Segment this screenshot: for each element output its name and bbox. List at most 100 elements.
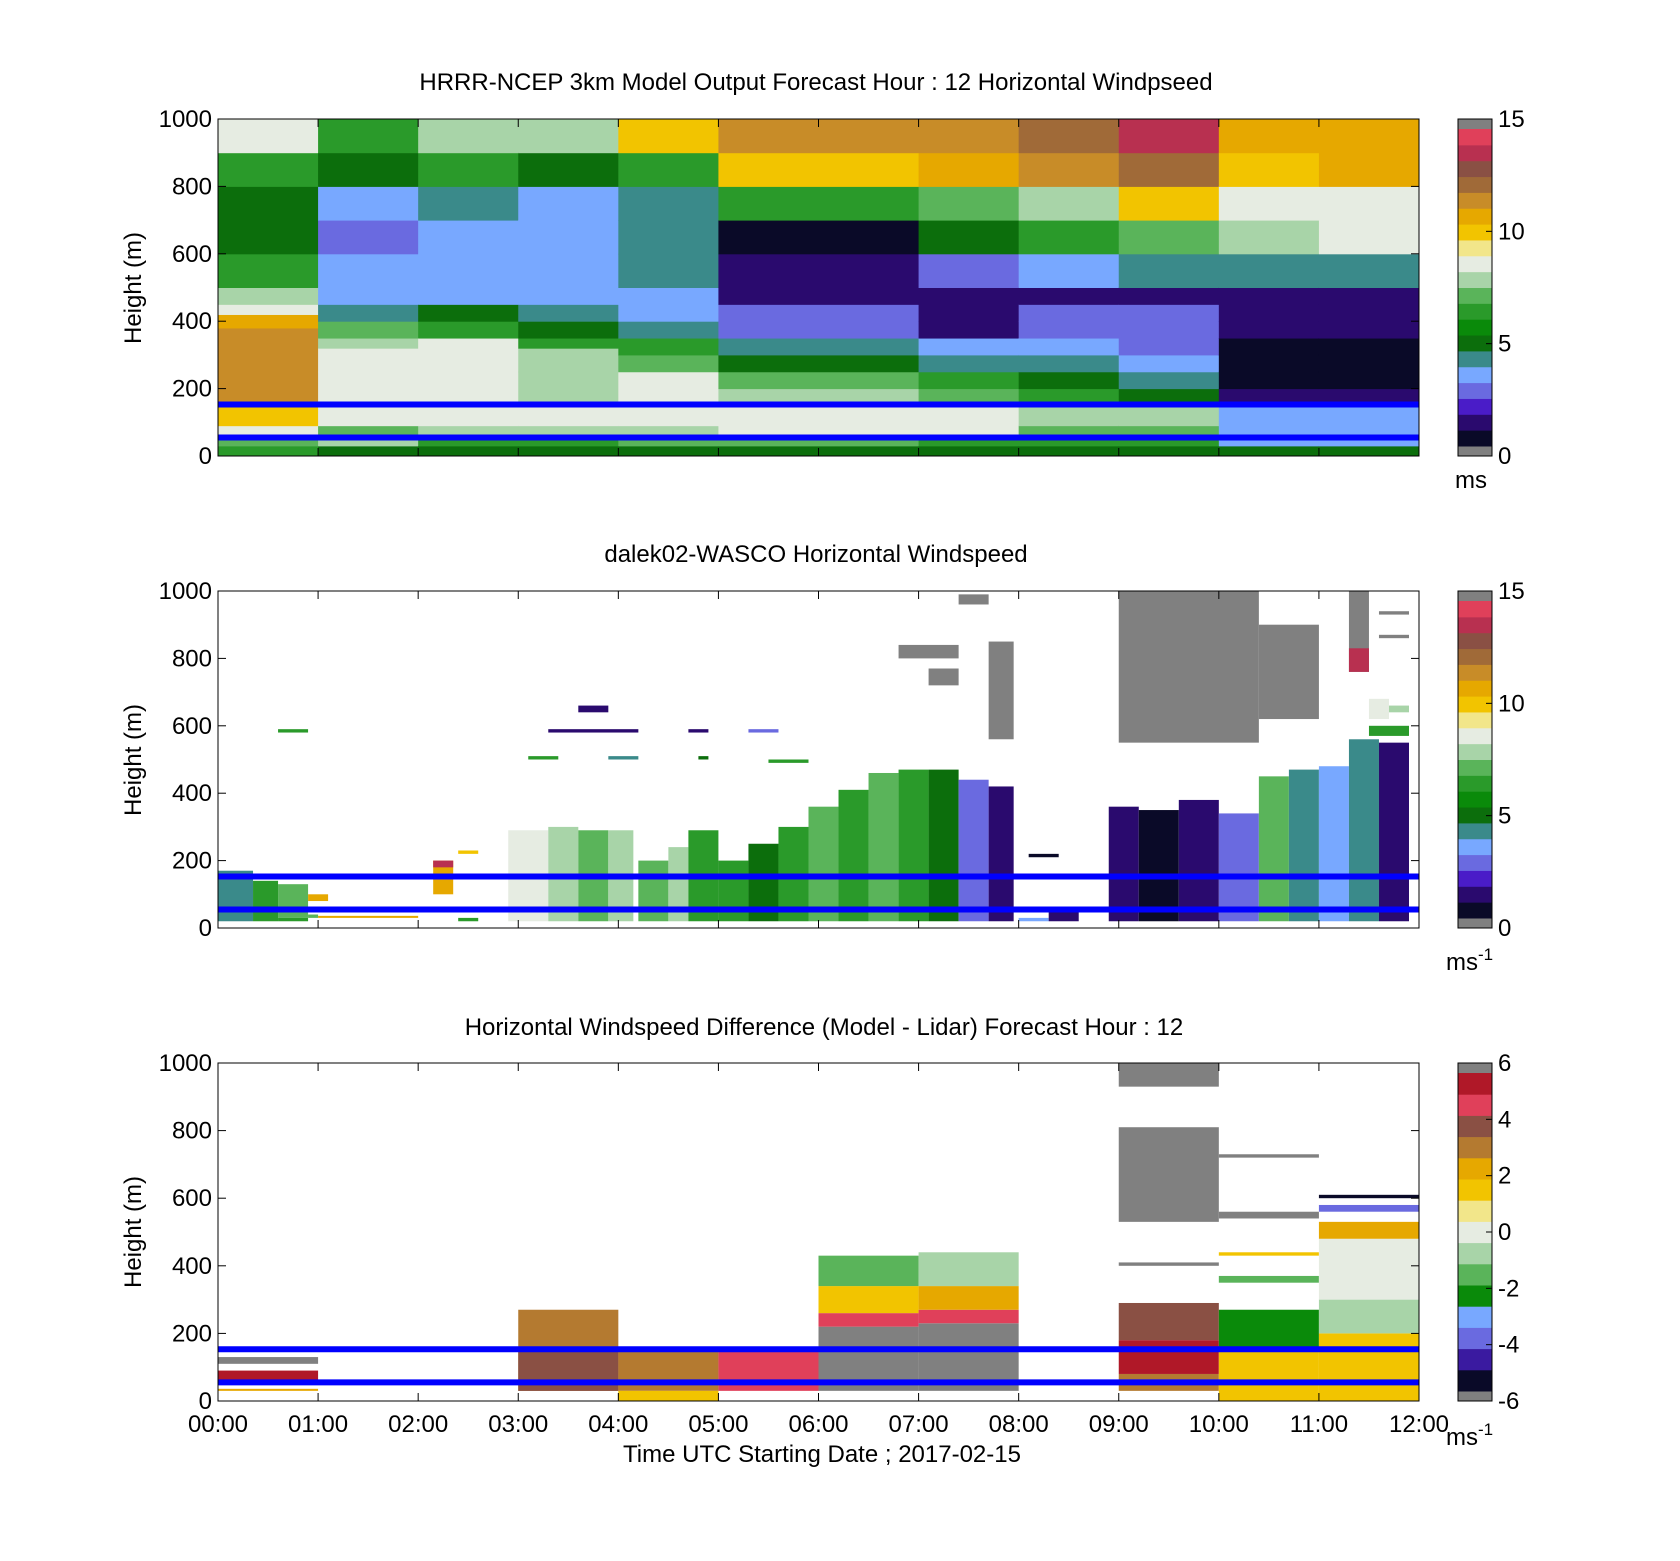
heatmap-cell	[1318, 1194, 1419, 1199]
heatmap-cell	[1018, 287, 1120, 305]
colorbar-segment	[1458, 144, 1492, 162]
heatmap-cell	[458, 850, 479, 854]
heatmap-cell	[318, 338, 419, 349]
heatmap-cell	[318, 425, 419, 437]
colorbar-segment	[1458, 303, 1492, 320]
heatmap-cell	[818, 405, 920, 427]
heatmap-cell	[1348, 648, 1369, 672]
heatmap-cell	[1018, 304, 1120, 322]
panel-model-colorbar-unit: ms	[1455, 467, 1487, 494]
colorbar-segment	[1458, 775, 1492, 792]
colorbar-segment	[1458, 414, 1492, 431]
heatmap-cell	[218, 314, 319, 329]
heatmap-cell	[418, 152, 519, 187]
heatmap-cell	[218, 287, 319, 295]
colorbar-segment	[1458, 1221, 1492, 1244]
x-tick-label: 05:00	[688, 1411, 748, 1438]
heatmap-cell	[1318, 405, 1420, 427]
heatmap-cell	[718, 435, 819, 447]
heatmap-cell	[748, 729, 779, 733]
heatmap-cell	[918, 445, 1020, 457]
heatmap-cell	[898, 769, 929, 922]
heatmap-cell	[1118, 338, 1220, 356]
colorbar-tick-label: 0	[1498, 915, 1511, 942]
heatmap-cell	[718, 220, 819, 255]
colorbar-tick-label: 5	[1498, 331, 1511, 358]
heatmap-cell	[1218, 338, 1320, 356]
heatmap-cell	[618, 435, 719, 447]
panel-lidar-y-label: Height (m)	[120, 704, 147, 816]
panel-difference-ref-lines	[218, 1346, 1419, 1386]
heatmap-cell	[518, 220, 619, 255]
heatmap-cell	[918, 405, 1020, 427]
colorbar-segment	[1458, 1115, 1492, 1138]
y-tick-label: 800	[172, 173, 212, 200]
heatmap-cell	[518, 321, 619, 339]
colorbar-tick-label: 15	[1498, 106, 1525, 133]
heatmap-cell	[818, 435, 920, 447]
heatmap-cell	[918, 220, 1020, 255]
colorbar-tick-label: 15	[1498, 578, 1525, 605]
heatmap-cell	[308, 914, 319, 918]
heatmap-cell	[518, 287, 619, 305]
heatmap-cell	[1318, 321, 1420, 339]
heatmap-cell	[418, 304, 519, 322]
heatmap-cell	[218, 253, 319, 288]
heatmap-cell	[418, 371, 519, 406]
heatmap-cell	[1218, 1211, 1319, 1219]
colorbar-tick-label: -6	[1498, 1388, 1519, 1415]
heatmap-cell	[1318, 354, 1420, 373]
heatmap-cell	[1318, 304, 1420, 322]
panel-lidar-heatmap	[218, 591, 1409, 922]
heatmap-cell	[1378, 634, 1409, 639]
panel-difference-colorbar-unit-exp: -1	[1478, 1420, 1493, 1439]
heatmap-cell	[418, 435, 519, 447]
heatmap-cell	[818, 304, 920, 322]
colorbar-segment	[1458, 711, 1492, 729]
colorbar-cap-bottom	[1458, 918, 1492, 928]
heatmap-cell	[418, 253, 519, 288]
heatmap-cell	[618, 338, 719, 356]
heatmap-cell	[1018, 186, 1120, 221]
panel-model-heatmap	[218, 119, 1420, 457]
heatmap-cell	[718, 445, 819, 457]
colorbar-frame	[1457, 590, 1493, 929]
heatmap-cell	[928, 769, 959, 922]
colorbar-tick-label: 6	[1498, 1050, 1511, 1077]
heatmap-cell	[218, 338, 319, 373]
heatmap-cell	[1218, 354, 1320, 373]
heatmap-cell	[918, 354, 1020, 373]
heatmap-cell	[253, 880, 279, 922]
heatmap-cell	[1118, 304, 1220, 322]
colorbar-segment	[1458, 255, 1492, 273]
heatmap-cell	[1018, 119, 1120, 154]
heatmap-cell	[1318, 186, 1420, 221]
y-tick-label: 600	[172, 713, 212, 740]
heatmap-cell	[1368, 725, 1409, 736]
heatmap-cell	[218, 445, 319, 457]
heatmap-cell	[1118, 591, 1259, 743]
heatmap-cell	[818, 445, 920, 457]
heatmap-cell	[918, 253, 1020, 288]
heatmap-cell	[1218, 220, 1320, 255]
heatmap-cell	[1318, 445, 1420, 457]
heatmap-cell	[1388, 705, 1409, 713]
heatmap-cell	[218, 186, 319, 221]
colorbar-segment	[1458, 350, 1492, 368]
colorbar-segment	[1458, 664, 1492, 681]
heatmap-cell	[818, 220, 920, 255]
heatmap-cell	[988, 641, 1014, 740]
colorbar-segment	[1458, 680, 1492, 697]
colorbar-segment	[1458, 1179, 1492, 1201]
y-tick-label: 200	[172, 848, 212, 875]
colorbar-tick-label: -4	[1498, 1332, 1519, 1359]
heatmap-cell	[958, 594, 989, 605]
heatmap-cell	[718, 405, 819, 427]
heatmap-cell	[818, 338, 920, 356]
heatmap-cell	[608, 756, 639, 760]
heatmap-cell	[768, 759, 809, 763]
heatmap-cell	[718, 425, 819, 437]
heatmap-cell	[528, 756, 559, 760]
y-tick-label: 400	[172, 308, 212, 335]
